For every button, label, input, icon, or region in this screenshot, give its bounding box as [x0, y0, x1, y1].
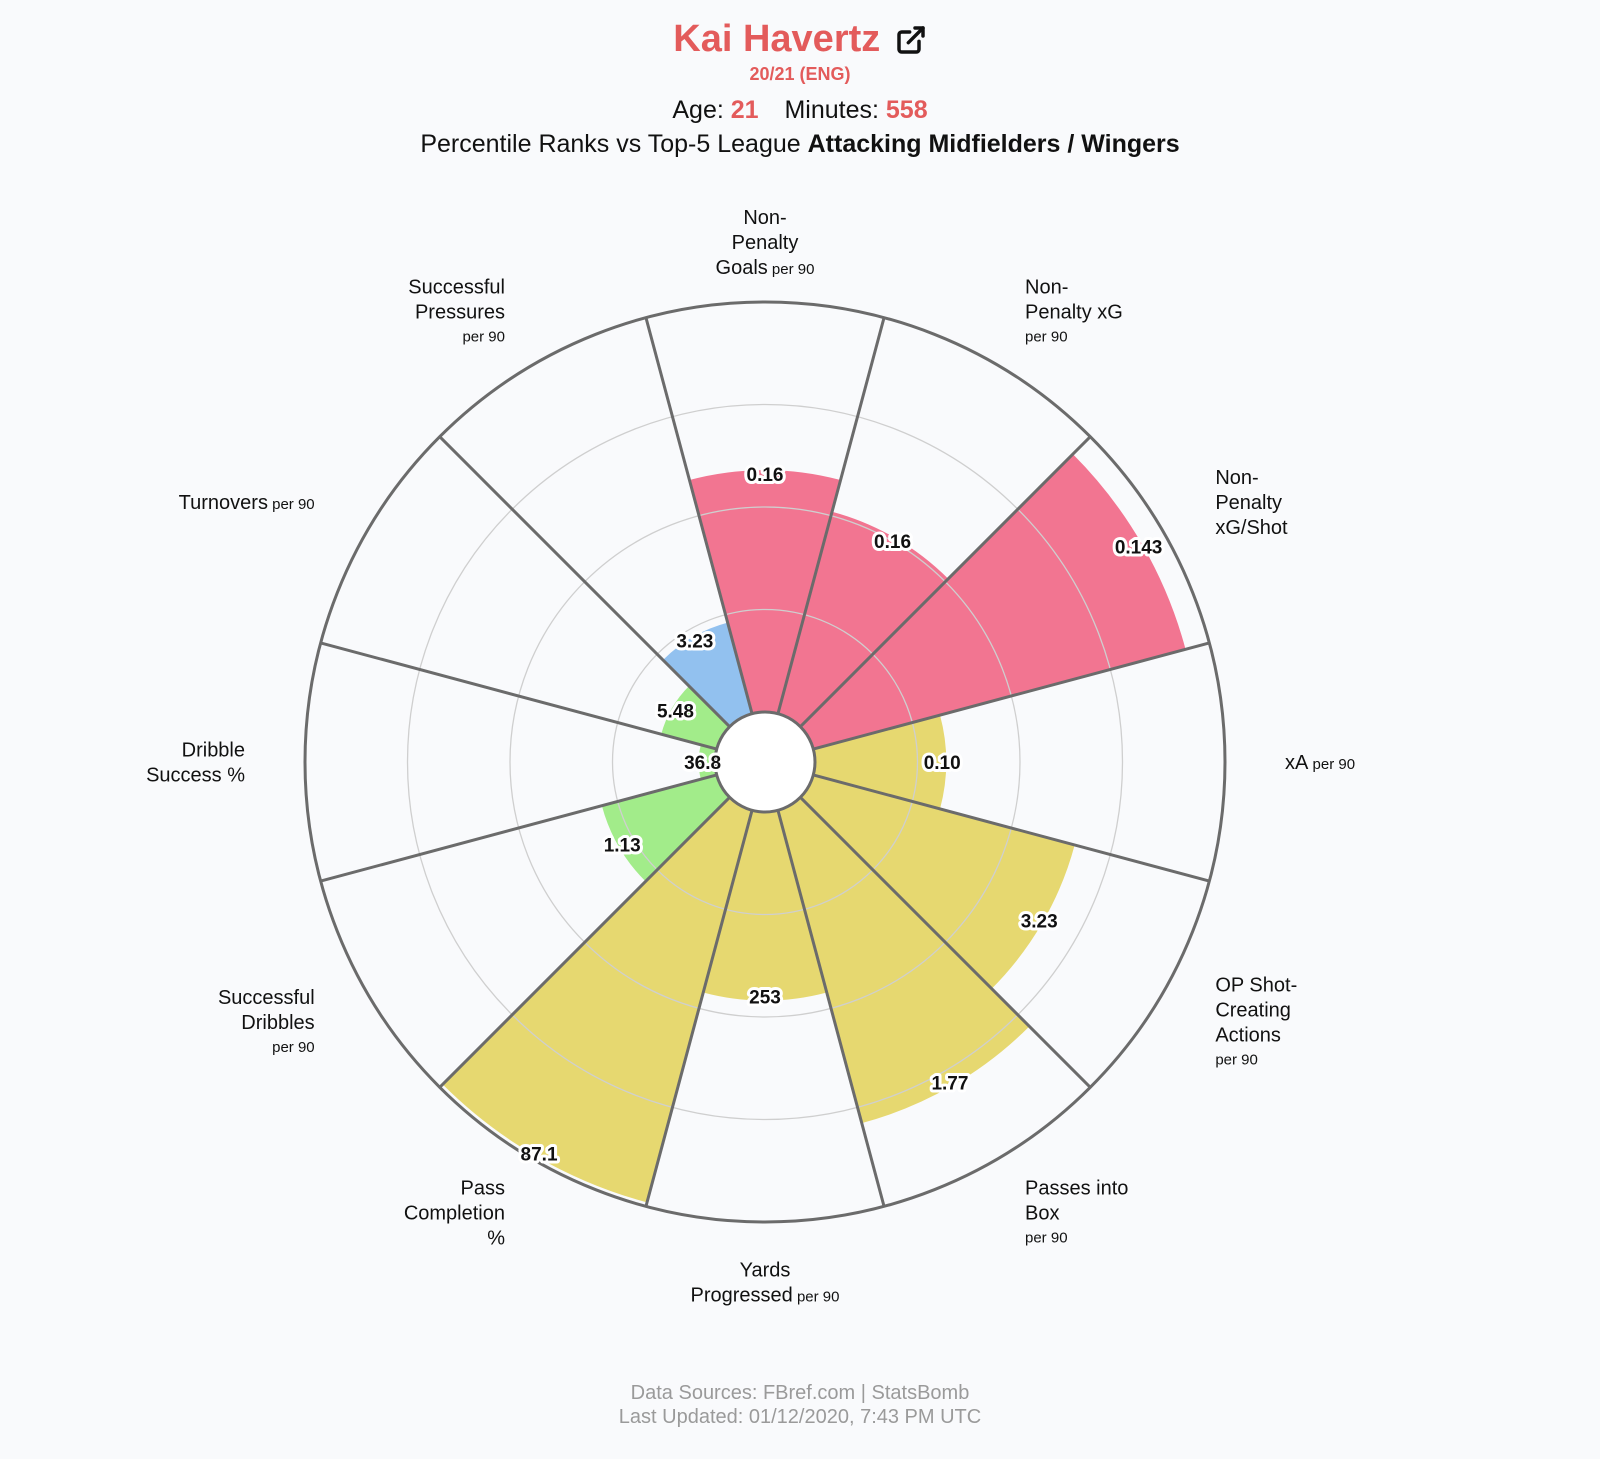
bar-9 — [698, 744, 717, 780]
bar-2 — [800, 454, 1186, 750]
subtitle-prefix: Percentile Ranks vs Top-5 League — [420, 130, 801, 158]
value-label-8: 1.13 — [604, 835, 641, 856]
center-hole — [713, 710, 817, 814]
title-row: Kai Havertz — [0, 18, 1600, 61]
grid-ring-1 — [509, 506, 1021, 1018]
value-label-7: 87.1 — [521, 1144, 558, 1165]
subtitle-position: Attacking Midfielders / Wingers — [807, 130, 1180, 158]
category-label-9: Dribble Success % — [146, 740, 245, 787]
category-label-1: Non-Penalty xG per 90 — [1025, 277, 1123, 346]
bar-8 — [601, 774, 730, 882]
player-meta: Age: 21 Minutes: 558 — [0, 96, 1600, 125]
age-label: Age: — [672, 96, 724, 124]
bar-1 — [777, 511, 949, 727]
category-label-2: Non-Penalty xG/Shot — [1215, 467, 1288, 539]
external-link-icon[interactable] — [895, 24, 927, 56]
spoke-10 — [320, 641, 718, 751]
bar-7 — [442, 797, 753, 1203]
bar-11 — [662, 622, 753, 727]
bar-6 — [703, 810, 827, 1001]
spoke-4 — [812, 773, 1210, 883]
bar-10 — [661, 686, 730, 750]
category-label-5: Passes into Box per 90 — [1025, 1177, 1128, 1246]
grid-ring-2 — [406, 403, 1124, 1121]
data-sources: Data Sources: FBref.com | StatsBomb — [630, 1382, 970, 1404]
grid-ring-0 — [611, 608, 919, 916]
minutes-value: 558 — [885, 96, 928, 124]
value-label-6: 253 — [749, 988, 781, 1009]
subtitle: Percentile Ranks vs Top-5 League Attacki… — [0, 130, 1600, 159]
season: 20/21 (ENG) — [749, 64, 851, 84]
minutes-label: Minutes: — [784, 96, 879, 124]
value-label-1: 0.16 — [874, 532, 911, 553]
spoke-1 — [776, 317, 886, 715]
outer-ring — [303, 300, 1227, 1224]
spoke-6 — [776, 809, 886, 1207]
value-label-11: 3.23 — [676, 631, 713, 652]
category-label-4: OP Shot-Creating Actions per 90 — [1215, 975, 1297, 1069]
category-label-3: xA per 90 — [1285, 752, 1355, 774]
spoke-7 — [644, 809, 754, 1207]
value-label-9: 36.8 — [684, 753, 721, 774]
category-label-8: Successful Dribbles per 90 — [218, 987, 315, 1056]
spoke-5 — [799, 796, 1092, 1089]
spoke-3 — [812, 641, 1210, 751]
value-label-3: 0.10 — [924, 753, 961, 774]
last-updated: Last Updated: 01/12/2020, 7:43 PM UTC — [618, 1406, 982, 1428]
category-label-7: Pass Completion% — [404, 1177, 505, 1249]
age-value: 21 — [730, 96, 759, 124]
player-name: Kai Havertz — [673, 18, 881, 60]
value-label-0: 0.16 — [747, 465, 784, 486]
bar-0 — [689, 470, 841, 714]
spoke-11 — [438, 435, 731, 728]
bar-3 — [813, 715, 947, 809]
category-label-0: Non-Penalty Goals per 90 — [716, 207, 815, 279]
value-label-4: 3.23 — [1021, 911, 1058, 932]
value-label-5: 1.77 — [931, 1073, 968, 1094]
category-label-6: Yards Progressed per 90 — [691, 1260, 840, 1307]
bar-4 — [800, 774, 1075, 989]
spoke-0 — [644, 317, 754, 715]
category-label-10: Turnovers per 90 — [179, 492, 315, 514]
value-label-10: 5.48 — [657, 701, 694, 722]
category-label-11: Successful Pressures per 90 — [408, 277, 505, 346]
value-label-2: 0.143 — [1115, 537, 1163, 558]
spoke-2 — [799, 435, 1092, 728]
spoke-8 — [438, 796, 731, 1089]
spoke-9 — [320, 773, 718, 883]
